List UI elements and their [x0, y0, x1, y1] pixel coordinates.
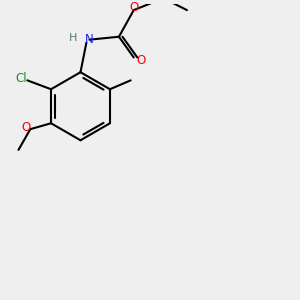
Text: N: N	[85, 33, 94, 46]
Text: O: O	[21, 121, 31, 134]
Text: Cl: Cl	[16, 72, 27, 86]
Text: O: O	[136, 54, 146, 67]
Text: H: H	[69, 33, 77, 43]
Text: O: O	[129, 1, 138, 13]
